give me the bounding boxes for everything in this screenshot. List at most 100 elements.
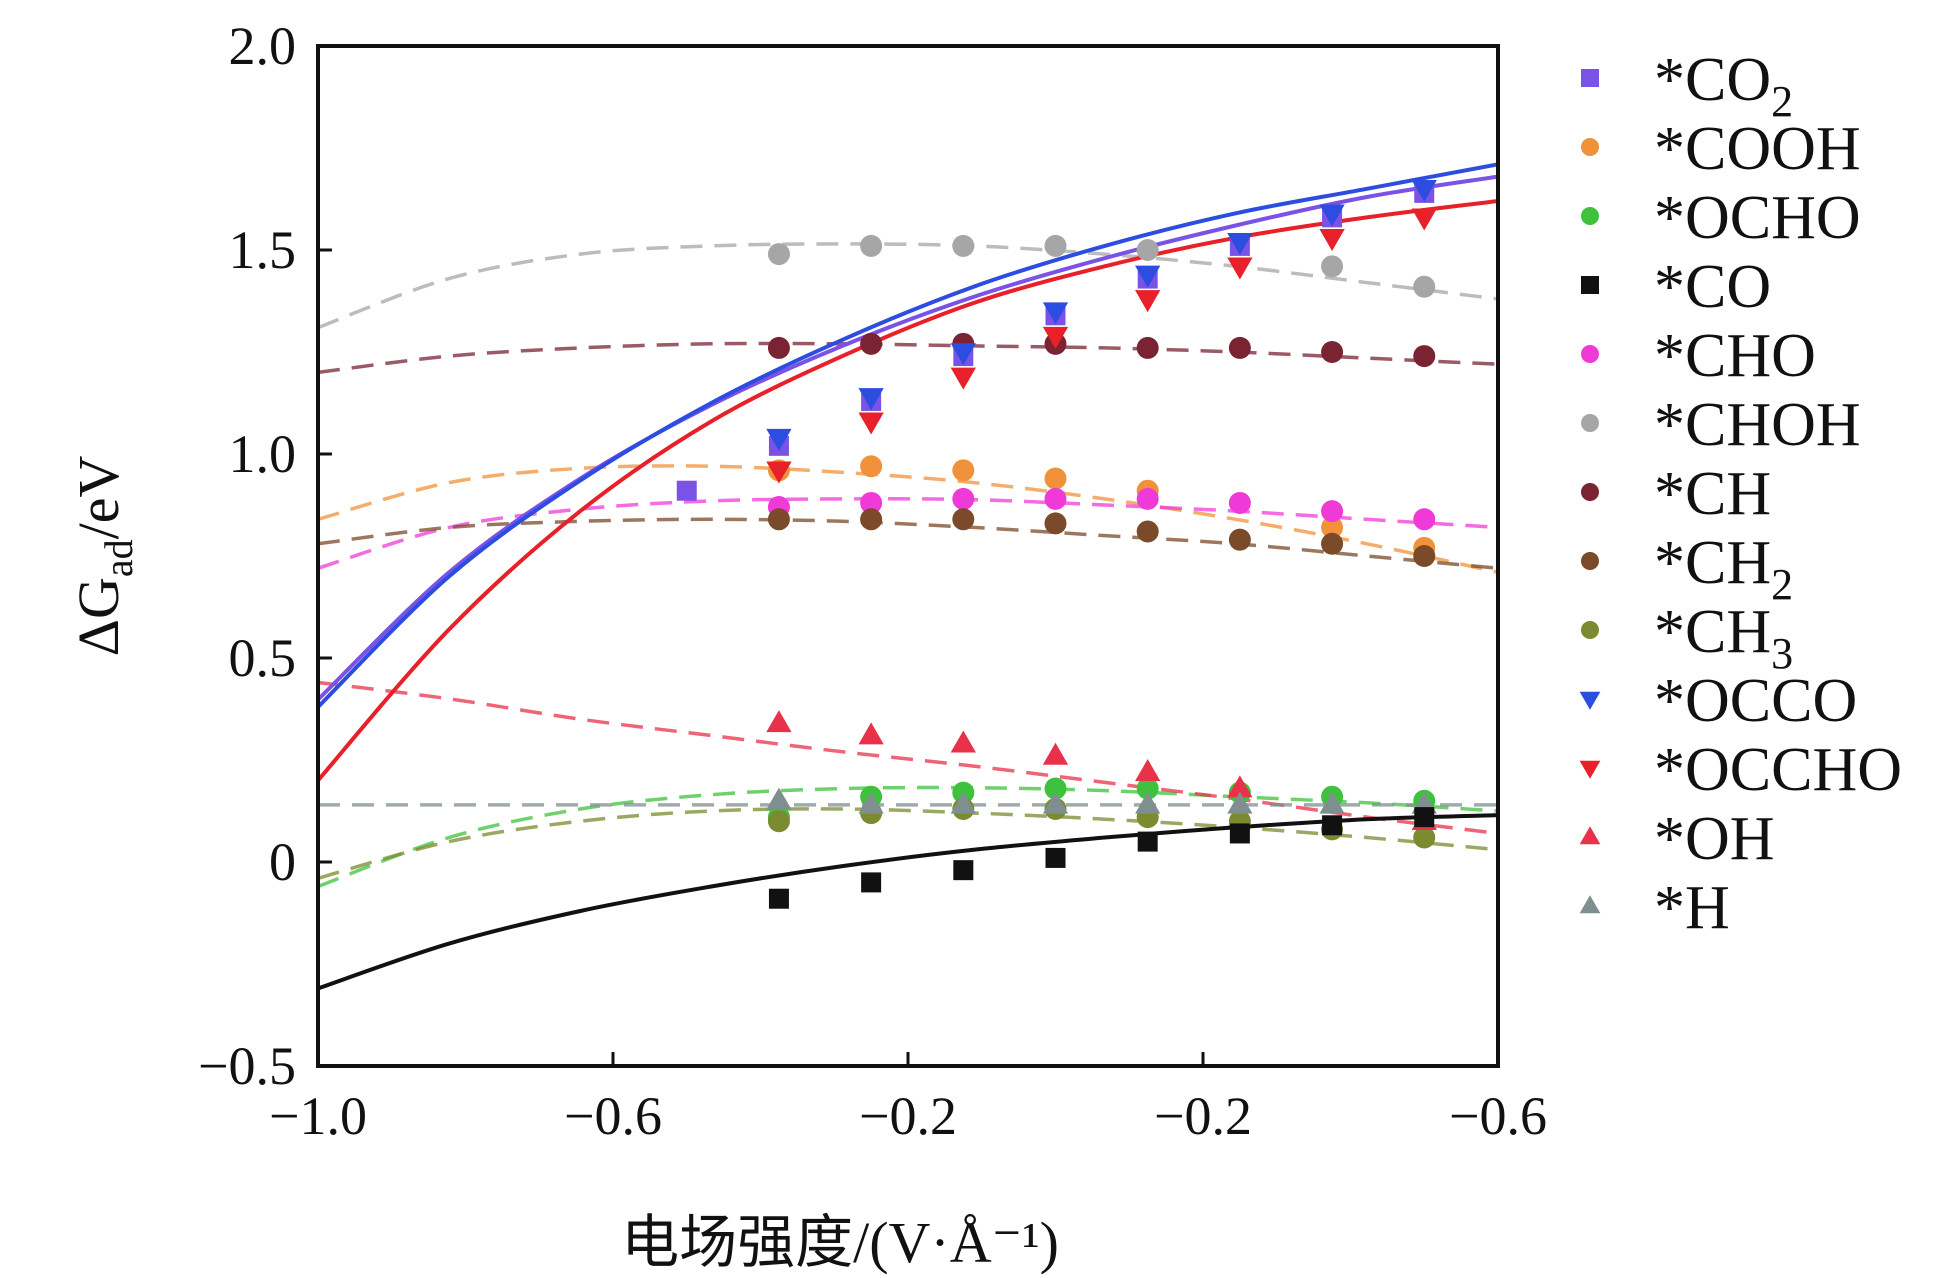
data-point [1414,807,1435,828]
x-axis-label: 电场强度/(V·Å⁻¹) [621,1210,1059,1275]
series-points-ch [767,332,1436,368]
data-point [1321,500,1344,523]
legend-item-co2: *CO2 [1581,46,1793,126]
legend-marker [1579,895,1601,914]
data-point [766,428,792,451]
y-tick-label: 0 [269,832,296,892]
legend-label-main: *OH [1654,805,1775,873]
legend-marker [1581,69,1599,87]
data-point [1136,239,1159,261]
data-point [1228,336,1251,359]
data-point [1413,345,1436,368]
series-points-co [768,807,1435,909]
legend-item-occho: *OCCHO [1579,736,1902,804]
x-axis-ticks: −1.0 −0.6 −0.2 −0.2 −0.6 [269,1052,1547,1146]
data-point [676,480,697,501]
data-point [860,455,883,478]
data-point [1411,208,1437,231]
data-point [950,791,976,814]
data-point [1136,336,1159,359]
series-points-ch2 [767,508,1436,567]
data-point [1227,257,1253,280]
legend-item-ch3: *CH3 [1581,598,1793,678]
series-line-ocho [318,785,1498,889]
y-axis-label: ΔGad/eV [66,456,141,657]
y-tick-label: 2.0 [229,16,297,76]
legend-item-occo: *OCCO [1579,667,1857,735]
data-point [953,860,974,881]
data-point [766,787,792,810]
data-point [1319,204,1345,227]
data-point [766,461,792,484]
data-point [860,508,883,531]
data-point [861,872,882,893]
legend-label-main: *CO [1654,46,1771,114]
marker-layer [676,180,1437,909]
x-tick-label: −0.6 [564,1086,662,1146]
legend-label-main: *OCCHO [1654,736,1902,804]
data-point [1319,791,1345,814]
legend-item-oh: *OH [1579,805,1775,873]
data-point [767,336,790,359]
data-point [1227,791,1253,814]
data-point [767,243,790,266]
x-tick-label: −1.0 [269,1086,367,1146]
legend-item-choh: *CHOH [1581,391,1861,459]
series-line-ch2 [318,517,1498,570]
series-points-occho [766,208,1437,484]
legend-item-ch: *CH [1581,460,1771,528]
legend-label: *H [1654,874,1730,942]
legend-label-main: *CHOH [1654,391,1861,459]
data-point [1044,467,1067,490]
data-point [1042,742,1069,765]
data-point [1136,520,1159,543]
legend-label: *CO2 [1654,46,1793,126]
legend-label: *CH3 [1654,598,1793,678]
data-point [952,508,975,531]
data-point [1044,777,1067,800]
data-point [1413,545,1436,567]
data-point [1136,777,1159,800]
data-point [1321,255,1344,278]
y-tick-label: 1.0 [229,424,297,484]
data-point [1042,791,1069,814]
legend-label-main: *H [1654,874,1730,942]
legend-marker [1581,276,1599,294]
y-tick-label: −0.5 [198,1036,296,1096]
legend-item-co: *CO [1581,253,1771,321]
legend-marker [1579,760,1601,779]
data-point [1413,826,1436,849]
data-point [766,710,792,733]
legend-label-main: *CH [1654,529,1771,597]
data-point [1321,532,1344,555]
legend-label: *CH2 [1654,529,1793,609]
y-axis-label-unit: /eV [66,456,131,540]
legend-item-h: *H [1579,874,1730,942]
legend-label-sub: 2 [1771,77,1793,126]
series-line-ch [318,341,1498,375]
legend-label-main: *CH [1654,598,1771,666]
legend-label: *OH [1654,805,1775,873]
y-axis-ticks: −0.5 0 0.5 1.0 1.5 2.0 [198,16,332,1096]
data-point [1321,341,1344,363]
data-point [1135,791,1161,814]
data-point [1228,491,1251,514]
data-point [858,412,884,435]
x-tick-label: −0.2 [859,1086,957,1146]
legend-marker [1581,414,1599,432]
series-line-occho [318,199,1498,782]
data-point [1135,265,1161,288]
legend: *CO2*COOH*OCHO*CO*CHO*CHOH*CH*CH2*CH3*OC… [1579,46,1902,942]
data-point [1136,487,1159,510]
data-point [1045,847,1066,868]
legend-label: *OCCHO [1654,736,1902,804]
data-point [1319,228,1345,251]
data-point [1135,290,1161,313]
legend-item-cooh: *COOH [1581,115,1861,183]
y-axis-label-sub: ad [96,539,141,577]
series-line-co2 [318,174,1498,702]
y-tick-label: 1.5 [229,220,297,280]
series-points-choh [767,234,1436,298]
legend-marker [1581,138,1599,156]
series-line-cooh [318,464,1498,575]
